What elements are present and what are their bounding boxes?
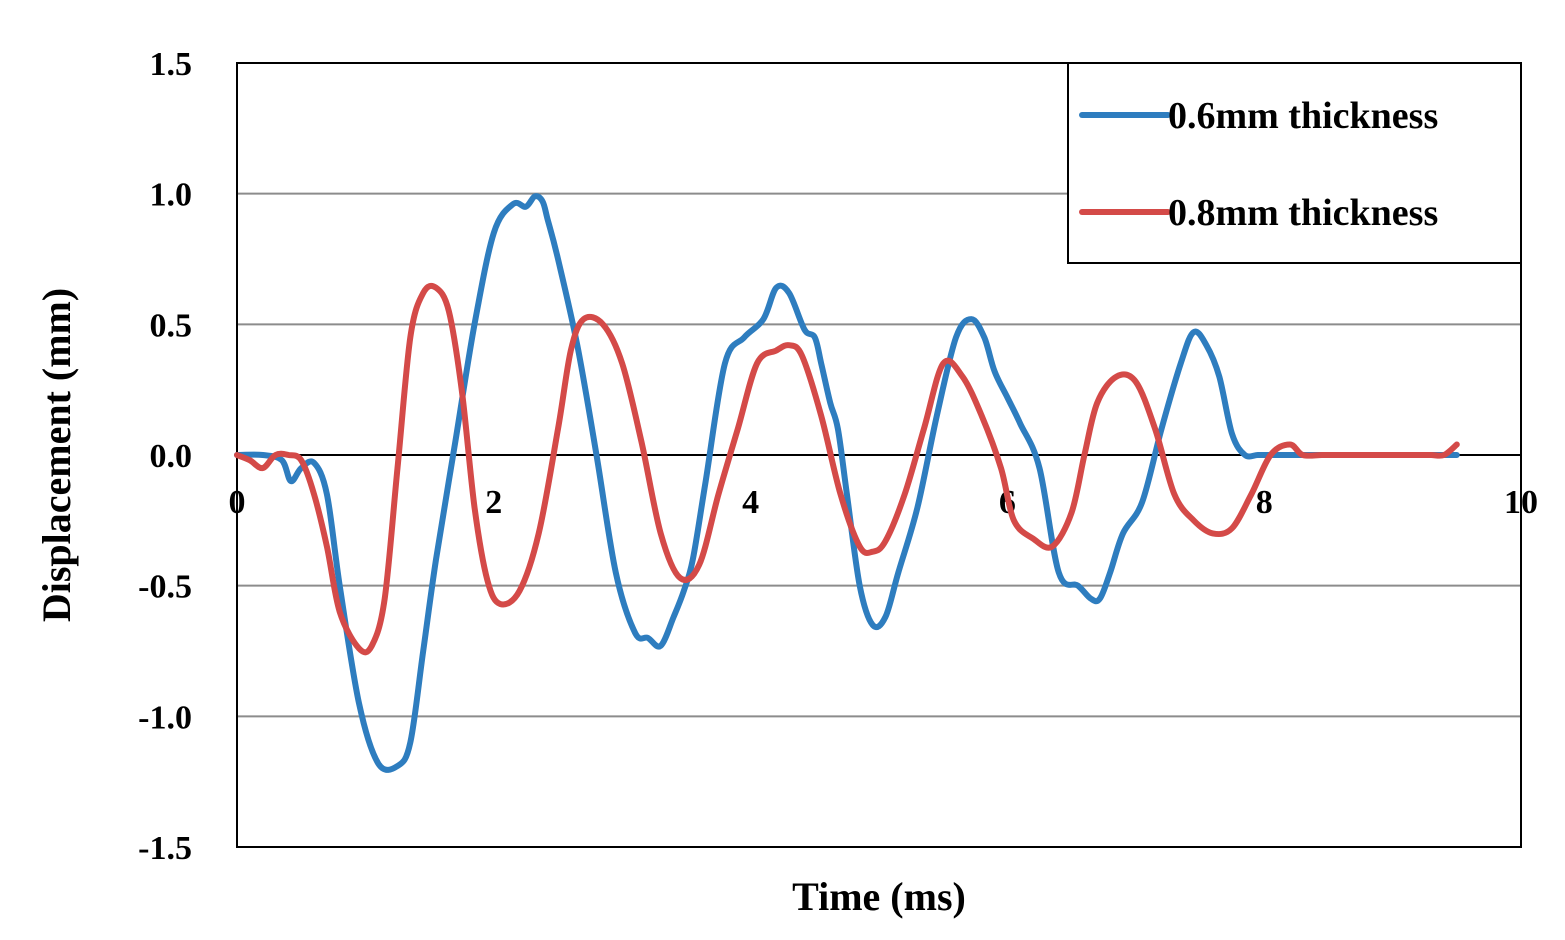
y-tick-label: 0.0 [150,438,193,475]
x-tick-label: 0 [229,484,246,521]
x-tick-label: 8 [1256,484,1273,521]
y-tick-label: 0.5 [150,307,193,344]
y-axis-title: Displacement (mm) [34,288,79,622]
x-tick-label: 4 [742,484,759,521]
legend-box [1067,62,1522,264]
series-line-1 [234,193,1460,773]
series-lines [234,193,1460,773]
x-axis-title: Time (ms) [792,874,966,919]
y-tick-label: -1.5 [138,830,192,867]
y-tick-label: -0.5 [138,569,192,606]
legend: 0.6mm thickness 0.8mm thickness [1067,62,1522,264]
y-tick-label: 1.5 [150,46,193,83]
y-tick-label: 1.0 [150,177,193,214]
y-tick-label: -1.0 [138,699,192,736]
series-line-2 [234,282,1460,656]
x-tick-label: 10 [1504,484,1538,521]
legend-label-2: 0.8mm thickness [1168,192,1438,234]
y-tick-labels: 1.5 1.0 0.5 0.0 -0.5 -1.0 -1.5 [138,46,192,867]
legend-label-1: 0.6mm thickness [1168,95,1438,137]
x-tick-label: 2 [485,484,502,521]
